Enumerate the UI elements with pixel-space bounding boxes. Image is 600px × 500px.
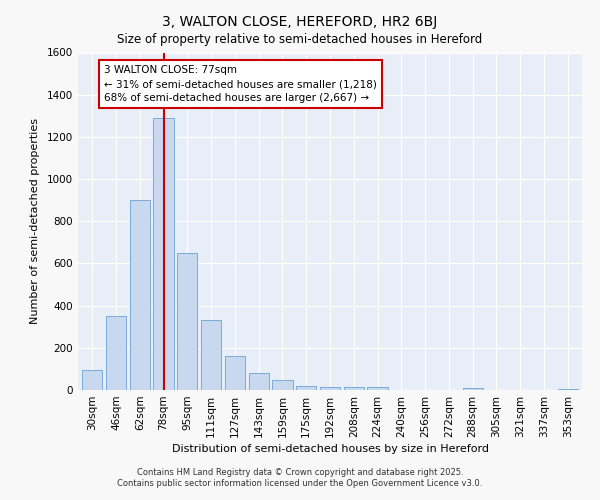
X-axis label: Distribution of semi-detached houses by size in Hereford: Distribution of semi-detached houses by … (172, 444, 488, 454)
Bar (272, 380, 293, 390)
Text: Size of property relative to semi-detached houses in Hereford: Size of property relative to semi-detach… (118, 32, 482, 46)
Bar (248, 373, 269, 390)
Bar (177, 253, 197, 390)
Bar (557, 389, 578, 390)
Bar (320, 387, 340, 390)
Bar (367, 388, 388, 390)
Bar (463, 388, 483, 390)
Bar (201, 320, 221, 390)
Y-axis label: Number of semi-detached properties: Number of semi-detached properties (30, 118, 40, 324)
Bar (106, 316, 126, 390)
Bar (154, 118, 173, 390)
Text: 3 WALTON CLOSE: 77sqm
← 31% of semi-detached houses are smaller (1,218)
68% of s: 3 WALTON CLOSE: 77sqm ← 31% of semi-deta… (104, 65, 377, 103)
Bar (225, 356, 245, 390)
Bar (82, 370, 103, 390)
Bar (130, 200, 150, 390)
Text: Contains HM Land Registry data © Crown copyright and database right 2025.
Contai: Contains HM Land Registry data © Crown c… (118, 468, 482, 487)
Bar (296, 386, 316, 390)
Bar (344, 387, 364, 390)
Text: 3, WALTON CLOSE, HEREFORD, HR2 6BJ: 3, WALTON CLOSE, HEREFORD, HR2 6BJ (163, 15, 437, 29)
